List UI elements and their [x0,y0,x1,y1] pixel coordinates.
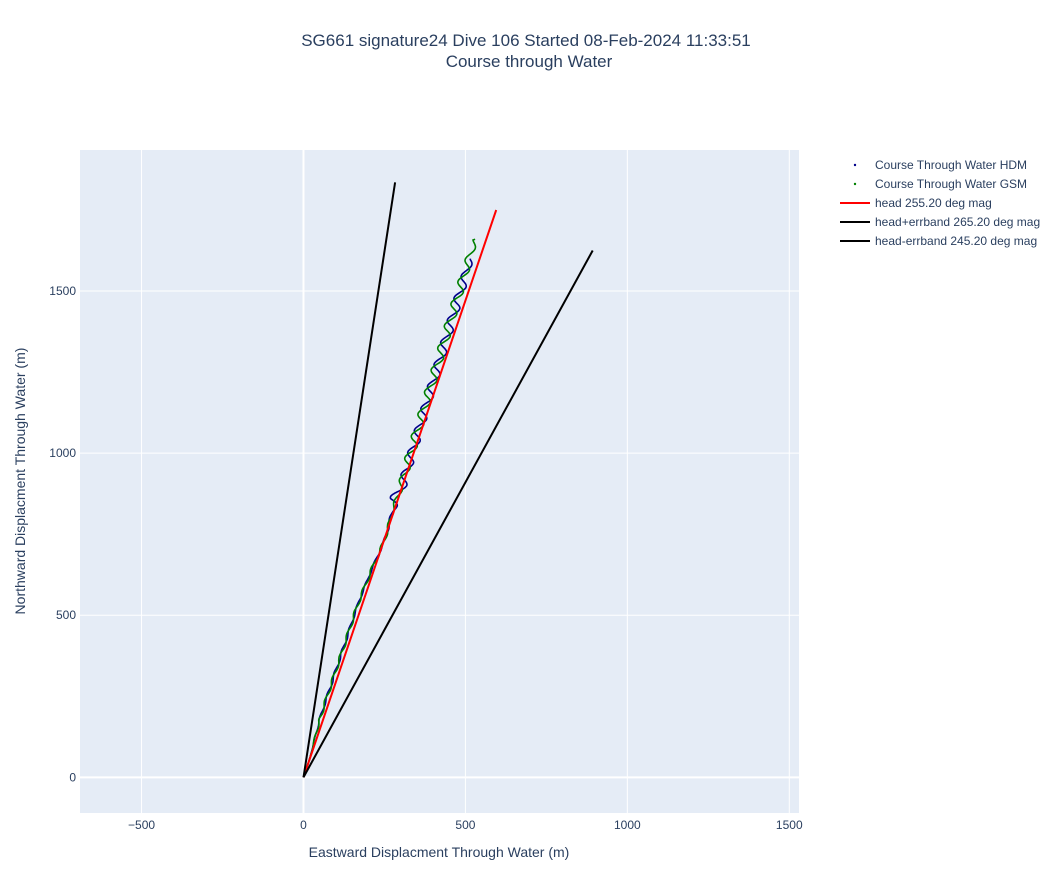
series-line-2 [302,209,498,778]
legend-marker [853,182,857,186]
legend-item[interactable]: Course Through Water HDM [853,158,1027,172]
y-tick-label: 1500 [49,284,76,298]
chart-title: SG661 signature24 Dive 106 Started 08-Fe… [301,31,751,50]
legend-item[interactable]: head+errband 265.20 deg mag [840,215,1040,229]
legend-item[interactable]: head 255.20 deg mag [840,196,992,210]
series-line-4 [302,250,594,778]
legend-label: head 255.20 deg mag [875,196,992,210]
x-axis-title: Eastward Displacment Through Water (m) [309,844,570,860]
legend-item[interactable]: Course Through Water GSM [853,177,1027,191]
legend-label: Course Through Water GSM [875,177,1027,191]
series-line-3 [302,182,397,778]
data-series [302,182,594,778]
chart-subtitle: Course through Water [446,52,613,71]
x-tick-labels: −500 0 500 1000 1500 [128,818,803,832]
plot-area [80,150,799,813]
x-tick-label: 1000 [614,818,641,832]
legend-item[interactable]: head-errband 245.20 deg mag [840,234,1037,248]
y-tick-label: 1000 [49,446,76,460]
legend-label: head+errband 265.20 deg mag [875,215,1040,229]
x-tick-label: −500 [128,818,155,832]
y-tick-labels: 0 500 1000 1500 [49,284,76,784]
legend-label: head-errband 245.20 deg mag [875,234,1037,248]
y-axis-title: Northward Displacment Through Water (m) [12,348,28,615]
series-track-1 [302,238,477,778]
x-tick-label: 500 [455,818,475,832]
x-tick-label: 0 [300,818,307,832]
y-tick-label: 0 [69,770,76,784]
y-tick-label: 500 [56,608,76,622]
legend[interactable]: Course Through Water HDM Course Through W… [840,158,1040,248]
legend-label: Course Through Water HDM [875,158,1027,172]
x-tick-label: 1500 [776,818,803,832]
legend-marker [853,163,857,167]
